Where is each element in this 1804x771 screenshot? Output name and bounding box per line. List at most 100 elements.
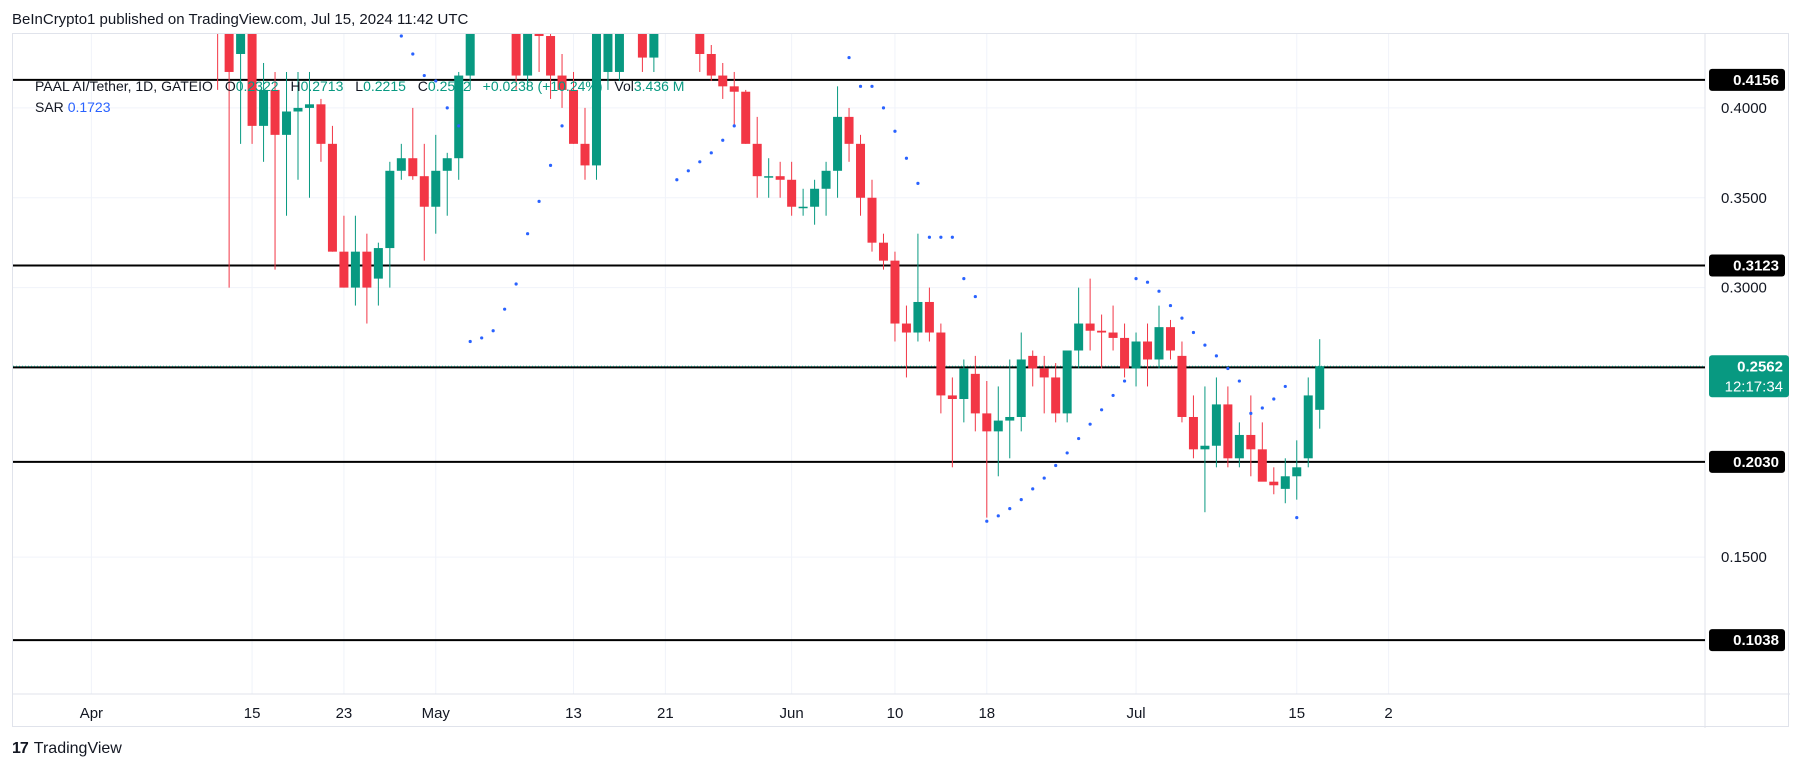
candle-body — [1143, 341, 1153, 360]
sar-point — [962, 277, 966, 281]
sar-point — [480, 336, 484, 340]
sar-point — [1111, 393, 1115, 398]
candle-body — [1005, 416, 1015, 421]
candle-body — [465, 34, 475, 76]
candle-body — [580, 143, 590, 166]
candle-body — [798, 206, 808, 209]
symbol-legend: PAAL AI/Tether, 1D, GATEIO O0.2322 H0.27… — [35, 78, 684, 94]
change-value: +0.0238 (+10.24%) — [482, 78, 603, 94]
sar-point — [1260, 406, 1264, 410]
y-tick-label: 0.4000 — [1721, 100, 1767, 117]
x-tick-label: Apr — [80, 705, 103, 722]
candle-body — [591, 34, 601, 166]
candle-body — [1028, 355, 1038, 369]
sar-point — [1088, 422, 1092, 426]
sar-point — [1180, 316, 1184, 320]
candle-body — [982, 413, 992, 432]
candle-body — [396, 158, 406, 171]
candle-body — [408, 158, 418, 177]
sar-point — [904, 156, 909, 160]
sar-point — [457, 124, 461, 128]
symbol-name[interactable]: PAAL AI/Tether, 1D, GATEIO — [35, 78, 213, 94]
candle-body — [350, 251, 360, 288]
candle-body — [1039, 368, 1049, 378]
x-tick-label: 15 — [244, 705, 261, 722]
candle-body — [856, 143, 866, 198]
candle-body — [1223, 404, 1233, 459]
candle-body — [775, 176, 785, 180]
level-price-tag — [1709, 629, 1785, 652]
sar-point — [514, 282, 518, 286]
candle-body — [1097, 330, 1107, 333]
candle-body — [431, 170, 441, 207]
sar-point — [537, 199, 541, 203]
x-tick-label: 18 — [978, 705, 995, 722]
candle-body — [454, 75, 464, 159]
candle-body — [603, 34, 613, 72]
candle-body — [442, 158, 452, 171]
sar-point — [996, 514, 1000, 518]
sar-point — [1226, 366, 1230, 371]
high-value: 0.2713 — [300, 78, 344, 94]
candle-body — [1120, 337, 1130, 369]
level-price-tag — [1709, 254, 1785, 277]
sar-point — [1065, 451, 1069, 455]
candle-body — [821, 170, 831, 189]
sar-point — [1019, 498, 1023, 502]
candle-body — [546, 36, 556, 76]
sar-point — [548, 163, 553, 168]
candle-body — [1315, 366, 1325, 410]
x-tick-label: 2 — [1384, 705, 1392, 722]
sar-point — [985, 519, 989, 523]
candle-body — [293, 107, 303, 112]
candle-body — [569, 89, 579, 144]
candle-body — [1051, 377, 1061, 414]
candle-body — [637, 34, 647, 58]
chart-frame[interactable]: 0.70000.65000.60000.55000.50000.45000.40… — [12, 33, 1790, 728]
sar-point — [950, 235, 954, 239]
sar-point — [881, 106, 886, 110]
x-tick-label: 21 — [657, 705, 674, 722]
candlestick-chart[interactable]: 0.70000.65000.60000.55000.50000.45000.40… — [13, 34, 1790, 728]
sar-point — [411, 52, 415, 56]
x-tick-label: 23 — [336, 705, 353, 722]
low-value: 0.2215 — [363, 78, 406, 94]
sar-point — [1168, 303, 1173, 308]
sar-point — [709, 151, 713, 155]
candle-body — [419, 176, 429, 207]
candle-body — [901, 323, 911, 333]
sar-point — [468, 339, 472, 344]
candle-body — [1292, 467, 1302, 477]
sar-point — [1008, 507, 1012, 511]
candle-body — [259, 89, 269, 126]
volume-label: Vol — [614, 78, 634, 94]
footer-brand[interactable]: 17 TradingView — [12, 740, 122, 758]
sar-point — [847, 55, 851, 60]
sar-point — [1134, 277, 1138, 281]
x-tick-label: Jun — [780, 705, 804, 722]
candle-body — [1200, 445, 1210, 450]
sar-point — [445, 106, 449, 110]
sar-point — [939, 235, 943, 239]
sar-point — [560, 124, 564, 128]
candle-body — [878, 242, 888, 261]
sar-point — [1249, 411, 1253, 415]
sar-point — [732, 124, 736, 128]
y-tick-label: 0.3000 — [1721, 280, 1767, 297]
candle-body — [718, 75, 728, 87]
sar-point — [399, 34, 403, 38]
candle-body — [695, 34, 705, 54]
level-price-label: 0.2030 — [1733, 454, 1779, 471]
tradingview-logo-icon: 17 — [12, 740, 29, 757]
candle-body — [890, 260, 900, 324]
sar-point — [870, 84, 874, 88]
candle-body — [729, 86, 739, 92]
candle-body — [741, 91, 751, 144]
y-tick-label: 0.1500 — [1721, 549, 1767, 566]
candle-body — [614, 34, 624, 72]
sar-point — [1145, 280, 1150, 284]
candle-body — [523, 34, 533, 76]
x-tick-label: 10 — [887, 705, 904, 722]
level-price-label: 0.4156 — [1733, 72, 1779, 89]
sar-label[interactable]: SAR — [35, 99, 64, 115]
